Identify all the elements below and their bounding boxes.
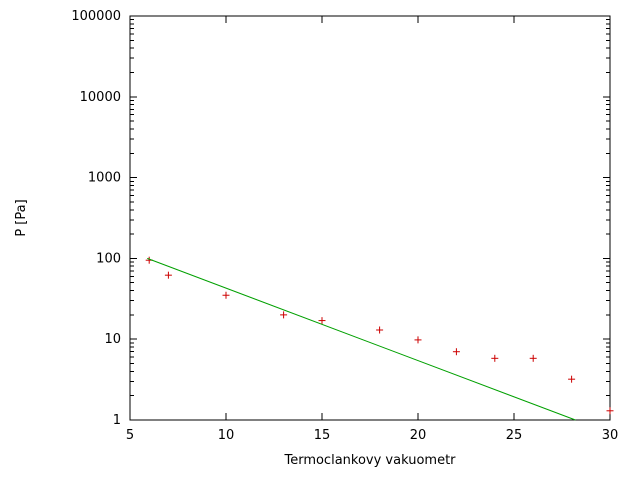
plot-border (129, 15, 611, 421)
y-tick-label: 100000 (71, 9, 121, 24)
x-tick-label: 15 (314, 428, 331, 443)
y-tick-label: 100 (96, 251, 121, 266)
x-axis-title: Termoclankovy vakuometr (283, 453, 456, 468)
y-tick-label: 10 (104, 332, 121, 347)
x-tick-label: 10 (218, 428, 235, 443)
y-tick-label: 10000 (80, 90, 121, 105)
fit-line (147, 257, 576, 421)
x-tick-label: 20 (410, 428, 427, 443)
x-tick-label: 25 (506, 428, 523, 443)
x-tick-label: 5 (126, 428, 134, 443)
x-tick-label: 30 (602, 428, 619, 443)
chart-layers: 5 10 15 20 25 30 1 10 100 1000 10000 100000 (71, 9, 618, 443)
y-tick-label: 1000 (88, 171, 121, 186)
y-tick-label: 1 (113, 413, 121, 428)
y-axis-title: P [Pa] (14, 199, 29, 236)
